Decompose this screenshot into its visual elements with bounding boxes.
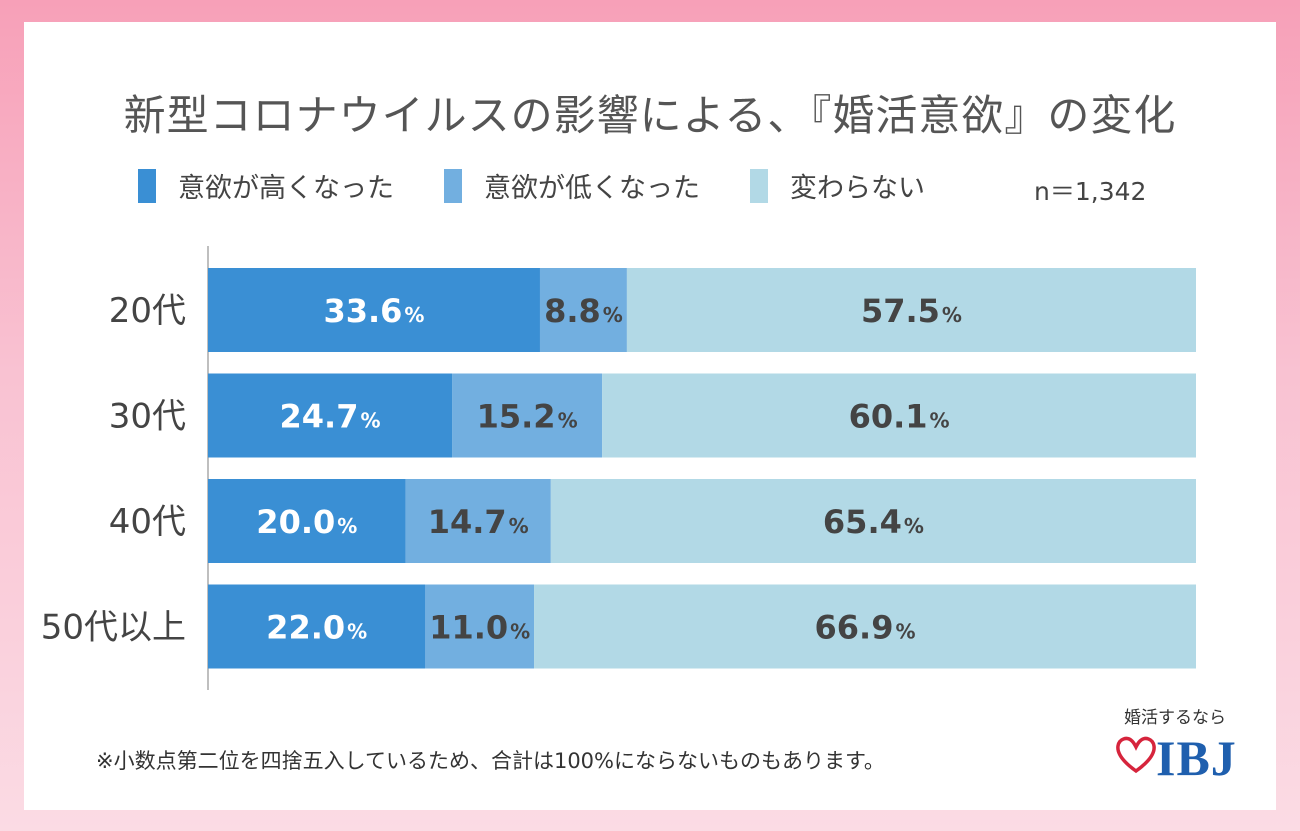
bar-segment-higher	[208, 479, 406, 563]
bar-segment-higher	[208, 268, 540, 352]
legend-item-lower: 意欲が低くなった	[444, 166, 700, 205]
bar-segment-lower	[452, 373, 603, 458]
data-label: 8.8%	[544, 292, 623, 330]
bar-segment-lower	[405, 479, 551, 563]
chart-title: 新型コロナウイルスの影響による、『婚活意欲』の変化	[123, 91, 1177, 140]
data-label: 57.5%	[861, 292, 962, 330]
data-label: 65.4%	[823, 503, 924, 541]
legend-swatch-lower	[444, 168, 462, 203]
category-label: 20代	[109, 291, 186, 331]
bar-segment-lower	[539, 268, 627, 352]
legend-label-unchanged: 変わらない	[790, 173, 925, 204]
legend-swatch-higher	[138, 168, 156, 203]
bar-segment-unchanged	[550, 479, 1196, 563]
legend-item-unchanged: 変わらない	[750, 166, 925, 205]
brand-block: 婚活するなら IBJ	[1112, 703, 1252, 798]
brand-name: IBJ	[1156, 730, 1237, 786]
bar-segment-unchanged	[534, 584, 1196, 669]
data-label: 14.7%	[428, 503, 529, 541]
data-label: 24.7%	[280, 398, 381, 436]
data-label: 15.2%	[477, 398, 578, 436]
bar-segment-unchanged	[626, 268, 1196, 352]
legend: 意欲が高くなった 意欲が低くなった 変わらない n＝1,342	[0, 166, 1300, 212]
footnote: ※小数点第二位を四捨五入しているため、合計は100%にならないものもあります。	[96, 749, 885, 773]
category-label: 50代以上	[41, 608, 186, 648]
heart-icon	[1116, 736, 1156, 774]
brand-tagline: 婚活するなら	[1124, 708, 1226, 728]
category-label: 30代	[109, 397, 186, 437]
brand-logo: IBJ	[1112, 729, 1252, 795]
data-label: 60.1%	[849, 398, 950, 436]
bar-segment-higher	[208, 584, 426, 669]
data-label: 66.9%	[815, 609, 916, 647]
legend-label-higher: 意欲が高くなった	[178, 173, 394, 204]
data-label: 33.6%	[323, 292, 424, 330]
data-label: 20.0%	[256, 503, 357, 541]
legend-swatch-unchanged	[750, 168, 768, 203]
bar-segment-higher	[208, 373, 453, 458]
legend-item-higher: 意欲が高くなった	[138, 166, 394, 205]
data-label: 22.0%	[266, 609, 367, 647]
bar-segment-unchanged	[602, 373, 1196, 458]
bar-segment-lower	[425, 584, 535, 669]
legend-label-lower: 意欲が低くなった	[484, 173, 700, 204]
category-label: 40代	[109, 502, 186, 542]
data-label: 11.0%	[429, 609, 530, 647]
sample-size: n＝1,342	[1034, 177, 1147, 206]
